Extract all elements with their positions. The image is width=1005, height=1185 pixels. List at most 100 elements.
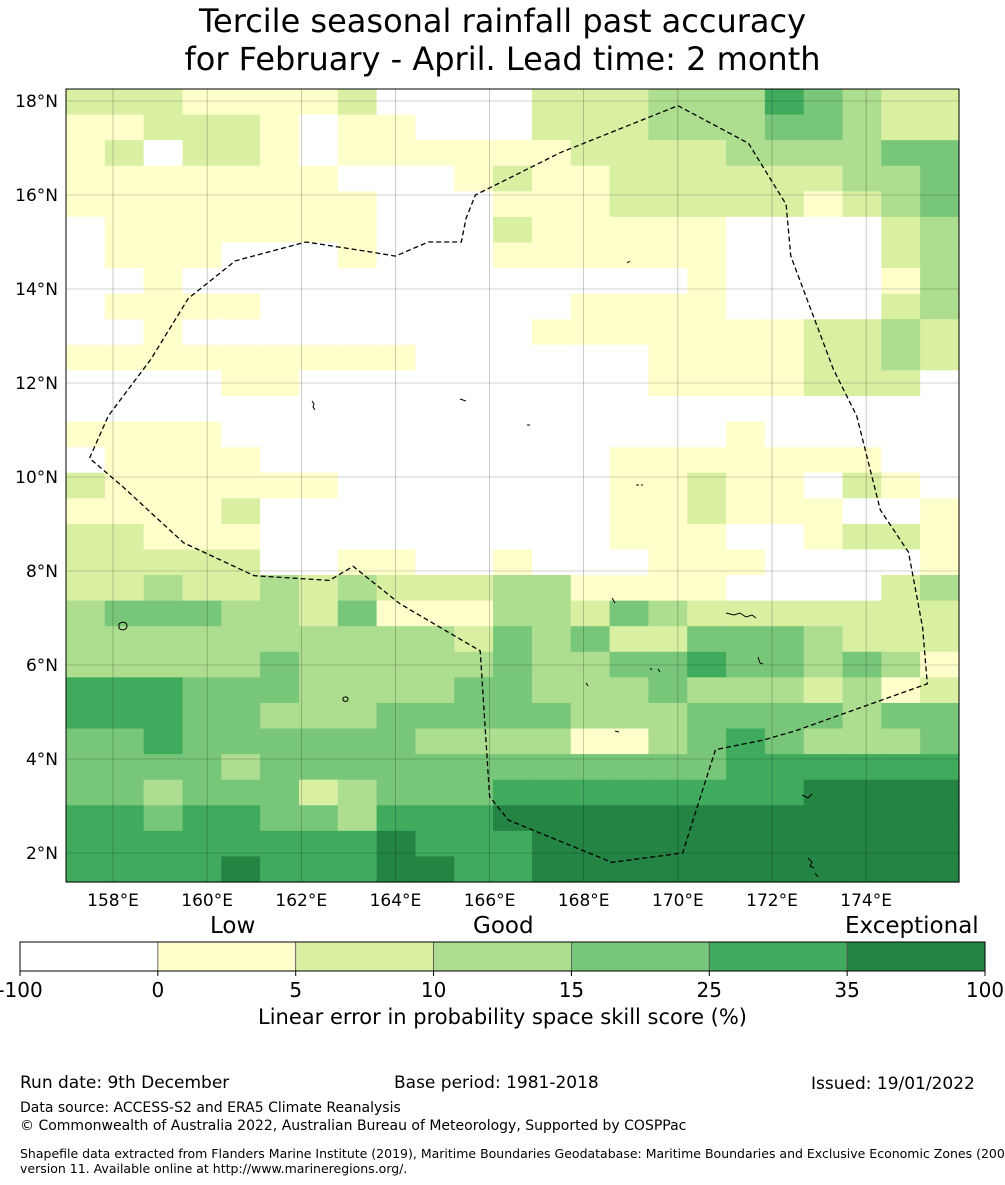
grid-cell [376, 600, 417, 627]
grid-cell [260, 549, 300, 576]
grid-cell [143, 575, 184, 602]
grid-cell [687, 779, 727, 806]
grid-cell [764, 344, 805, 371]
grid-cell [66, 677, 106, 704]
longitude-tick-label: 174°E [840, 891, 892, 911]
grid-cell [803, 191, 844, 218]
grid-cell [260, 830, 300, 858]
grid-cell [764, 728, 805, 755]
colorbar-label: Linear error in probability space skill … [258, 1005, 747, 1029]
grid-cell [493, 268, 533, 295]
island-outline [725, 612, 757, 619]
grid-cell [687, 242, 727, 269]
grid-cell [842, 293, 882, 320]
grid-cell [415, 165, 455, 192]
grid-cell [182, 319, 222, 346]
grid-cell [221, 370, 261, 397]
grid-cell [687, 702, 727, 730]
grid-cell [842, 216, 882, 244]
grid-cell [803, 472, 844, 499]
colorbar-word-exceptional: Exceptional [845, 913, 979, 939]
grid-cell [454, 165, 494, 192]
grid-cell [803, 600, 844, 627]
grid-cell [803, 165, 844, 192]
grid-cell [531, 677, 572, 704]
grid-cell [337, 626, 378, 653]
grid-cell [66, 856, 106, 883]
grid-cell [337, 191, 378, 218]
grid-cell [493, 89, 533, 116]
grid-cell [66, 830, 106, 858]
grid-cell [920, 728, 960, 755]
grid-cell [260, 702, 300, 730]
grid-cell [803, 268, 844, 295]
grid-cell [881, 728, 921, 755]
latitude-axis: 18°N 16°N 14°N 12°N 10°N 8°N 6°N 4°N 2°N [15, 92, 58, 864]
grid-cell [104, 89, 145, 116]
grid-cell [687, 421, 727, 448]
grid-cell [104, 447, 145, 474]
grid-cell [143, 498, 184, 525]
grid-cell [493, 395, 533, 423]
grid-cell [764, 549, 805, 576]
grid-cell [376, 370, 417, 397]
grid-cell [143, 830, 184, 858]
grid-cell [842, 319, 882, 346]
grid-cell [570, 856, 611, 883]
grid-cell [920, 830, 960, 858]
grid-cell [764, 575, 805, 602]
grid-cell [570, 114, 611, 141]
grid-cell [415, 626, 455, 653]
grid-cell [415, 575, 455, 602]
grid-cell [298, 421, 339, 448]
grid-cell [66, 626, 106, 653]
grid-cell [648, 472, 688, 499]
grid-cell [803, 779, 844, 806]
grid-cell [609, 114, 649, 141]
grid-cell [764, 523, 805, 551]
grid-cell [337, 677, 378, 704]
grid-cell [260, 344, 300, 371]
grid-cell [143, 293, 184, 320]
grid-cell [376, 114, 417, 141]
grid-cell [531, 344, 572, 371]
grid-cell [337, 114, 378, 141]
grid-cell [609, 575, 649, 602]
grid-cell [66, 498, 106, 525]
grid-cell [531, 165, 572, 192]
grid-cell [454, 293, 494, 320]
grid-cell [920, 651, 960, 678]
grid-cell [143, 472, 184, 499]
grid-cell [221, 754, 261, 781]
grid-cell [881, 216, 921, 244]
colorbar-segment [19, 941, 159, 972]
grid-cell [920, 191, 960, 218]
grid-cell [415, 830, 455, 858]
grid-cell [337, 165, 378, 192]
grid-cell [493, 830, 533, 858]
grid-cell [609, 165, 649, 192]
grid-cell [66, 702, 106, 730]
grid-cell [454, 344, 494, 371]
grid-cell [376, 421, 417, 448]
grid-cell [260, 472, 300, 499]
grid-cell [531, 754, 572, 781]
grid-cell [260, 677, 300, 704]
grid-cell [687, 830, 727, 858]
island-outline [311, 400, 316, 411]
longitude-tick-label: 162°E [275, 891, 327, 911]
grid-cell [609, 89, 649, 116]
grid-cell [803, 626, 844, 653]
grid-cell [454, 754, 494, 781]
grid-cell [298, 89, 339, 116]
grid-cell [570, 344, 611, 371]
grid-cell [298, 702, 339, 730]
run-date: Run date: 9th December [20, 1073, 230, 1093]
grid-cell [842, 344, 882, 371]
data-source: Data source: ACCESS-S2 and ERA5 Climate … [20, 1100, 401, 1116]
grid-cell [66, 114, 106, 141]
grid-cell [881, 319, 921, 346]
grid-cell [881, 242, 921, 269]
grid-cell [687, 89, 727, 116]
grid-cell [687, 344, 727, 371]
